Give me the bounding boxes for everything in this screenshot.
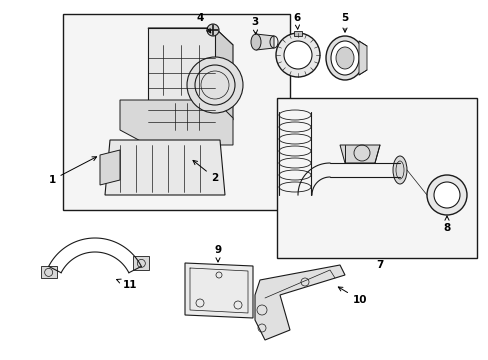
Polygon shape bbox=[148, 28, 232, 45]
Text: 9: 9 bbox=[214, 245, 221, 262]
Polygon shape bbox=[41, 266, 57, 278]
Polygon shape bbox=[100, 150, 120, 185]
Polygon shape bbox=[293, 31, 302, 36]
Polygon shape bbox=[254, 265, 345, 340]
Circle shape bbox=[186, 57, 243, 113]
Ellipse shape bbox=[392, 156, 406, 184]
Circle shape bbox=[206, 24, 219, 36]
Text: 3: 3 bbox=[251, 17, 258, 34]
Ellipse shape bbox=[335, 47, 353, 69]
Text: 11: 11 bbox=[116, 279, 137, 290]
Ellipse shape bbox=[330, 41, 358, 75]
Ellipse shape bbox=[325, 36, 363, 80]
Circle shape bbox=[275, 33, 319, 77]
Text: 7: 7 bbox=[376, 260, 383, 270]
Polygon shape bbox=[148, 28, 215, 103]
Polygon shape bbox=[256, 34, 273, 50]
Polygon shape bbox=[215, 28, 232, 120]
Text: 1: 1 bbox=[48, 157, 96, 185]
Text: 4: 4 bbox=[196, 13, 210, 33]
Circle shape bbox=[426, 175, 466, 215]
Circle shape bbox=[284, 41, 311, 69]
Text: 2: 2 bbox=[193, 161, 218, 183]
Bar bbox=[63, 14, 289, 210]
Polygon shape bbox=[339, 145, 379, 163]
Polygon shape bbox=[184, 263, 252, 318]
Polygon shape bbox=[105, 140, 224, 195]
Circle shape bbox=[433, 182, 459, 208]
Polygon shape bbox=[120, 100, 232, 145]
Text: 10: 10 bbox=[338, 287, 366, 305]
Text: 8: 8 bbox=[443, 216, 450, 233]
Bar bbox=[276, 98, 476, 258]
Polygon shape bbox=[133, 256, 149, 270]
Text: 6: 6 bbox=[293, 13, 300, 29]
Text: 5: 5 bbox=[341, 13, 348, 32]
Ellipse shape bbox=[250, 34, 261, 50]
Polygon shape bbox=[358, 41, 366, 75]
